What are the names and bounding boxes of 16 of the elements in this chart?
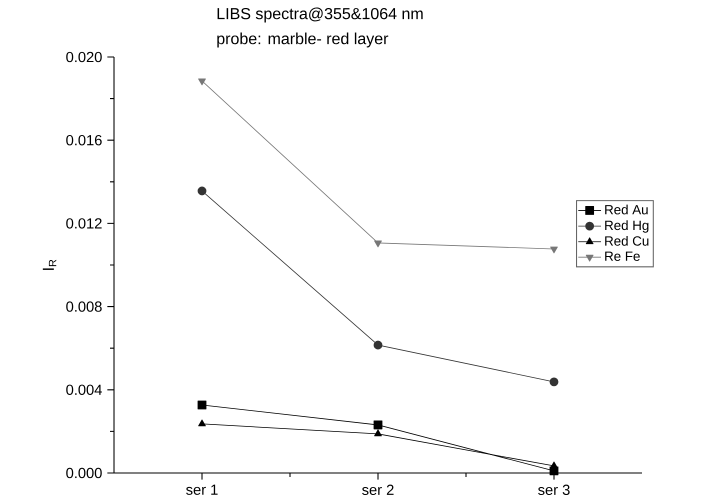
y-axis-title: I$_{R}$ <box>42 260 56 270</box>
legend-label: Red Hg <box>605 220 648 233</box>
y-tick-label: 0.020 <box>66 52 102 62</box>
x-tick-label: ser 2 <box>362 484 394 496</box>
y-tick-label: 0.004 <box>66 384 102 395</box>
y-tick-label: 0.016 <box>66 135 102 146</box>
chart-title: LIBS spectra@355&1064 nm <box>218 8 423 22</box>
y-tick-label: 0.012 <box>66 218 102 229</box>
legend-label: Re Fe <box>605 252 640 261</box>
x-tick-label: ser 3 <box>538 484 570 496</box>
y-tick-label: 0.000 <box>66 468 102 478</box>
chart-subtitle: probe: marble- red layer <box>217 32 388 48</box>
legend-label: Red Cu <box>605 236 648 246</box>
x-tick-label: ser 1 <box>186 484 218 495</box>
y-tick-label: 0.008 <box>66 301 102 312</box>
legend-label: Red Au <box>605 204 648 214</box>
